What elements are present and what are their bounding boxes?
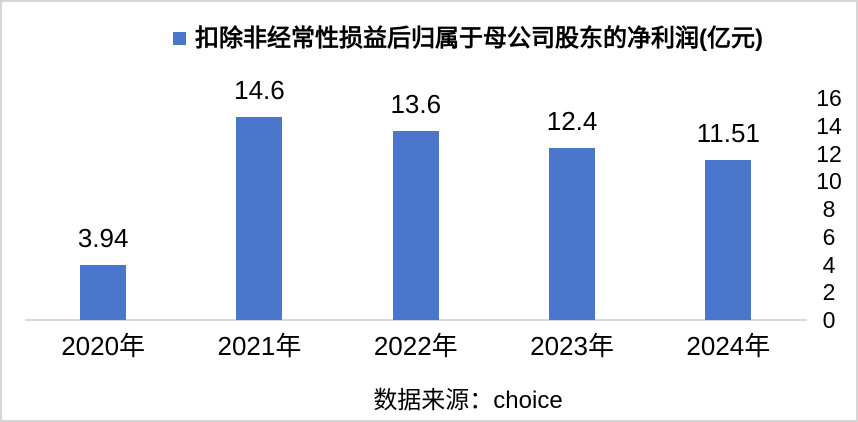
x-axis-label: 2020年 — [61, 331, 146, 361]
y-axis-tick-label: 14 — [816, 112, 842, 139]
x-axis-label: 2022年 — [373, 331, 458, 361]
x-axis-label: 2024年 — [686, 331, 771, 361]
y-axis-tick-label: 6 — [822, 223, 836, 250]
bar — [705, 160, 752, 320]
y-axis-tick-label: 16 — [816, 85, 842, 111]
legend-square-icon — [173, 32, 187, 46]
x-axis-line — [25, 319, 807, 321]
y-axis-tick-label: 0 — [822, 307, 836, 333]
bar-value-label: 14.6 — [234, 75, 285, 106]
x-axis-label: 2021年 — [217, 331, 302, 361]
bar-value-label: 11.51 — [696, 118, 760, 149]
source-note: 数据来源：choice — [373, 387, 563, 414]
bar — [80, 265, 127, 320]
bar — [236, 117, 283, 320]
y-axis-tick-label: 10 — [816, 168, 842, 195]
y-axis-tick-label: 12 — [816, 140, 842, 167]
bar — [549, 147, 596, 320]
bar-value-label: 12.4 — [546, 105, 598, 136]
chart-legend: 扣除非经常性损益后归属于母公司股东的净利润(亿元) — [173, 25, 763, 53]
bar — [392, 131, 439, 320]
bar-value-label: 13.6 — [390, 89, 442, 120]
bar-value-label: 3.94 — [77, 223, 129, 254]
y-axis-tick-label: 8 — [822, 196, 836, 222]
legend-label: 扣除非经常性损益后归属于母公司股东的净利润(亿元) — [195, 25, 763, 52]
y-axis-tick-label: 2 — [822, 279, 836, 306]
x-axis-label: 2023年 — [530, 331, 614, 361]
y-axis-tick-label: 4 — [822, 251, 836, 278]
